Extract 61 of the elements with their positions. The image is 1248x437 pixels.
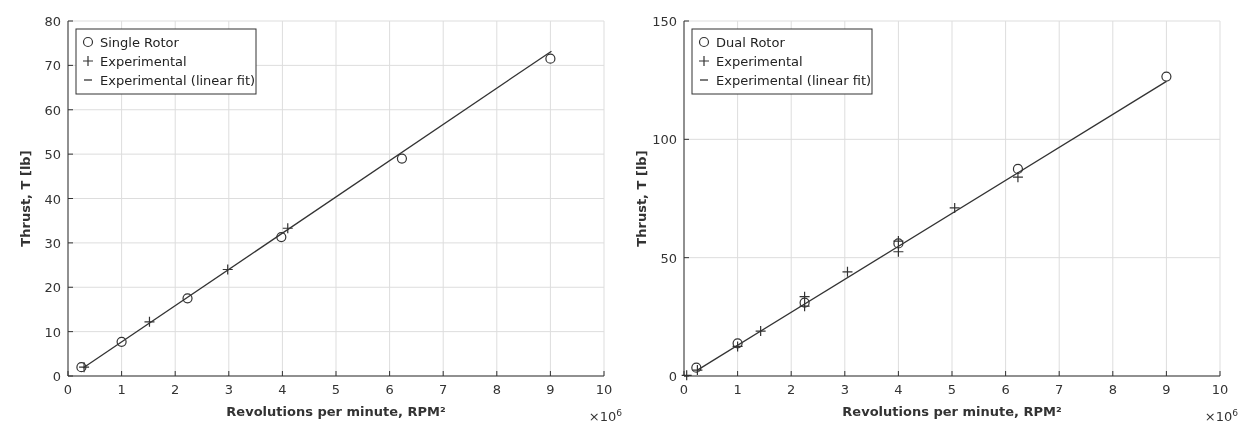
x-tick-label: 4 <box>894 382 903 397</box>
legend-label: Experimental <box>100 54 187 69</box>
point <box>1012 171 1024 183</box>
point <box>892 246 904 258</box>
x-tick-label: 0 <box>679 382 689 397</box>
point <box>755 325 767 337</box>
point <box>1161 71 1172 82</box>
point <box>841 266 854 278</box>
y-tick-label: 80 <box>44 14 61 29</box>
point <box>799 300 811 312</box>
x-tick-label: 7 <box>439 382 448 397</box>
y-axis-title: Thrust, T [lb] <box>634 150 649 247</box>
y-tick-label: 20 <box>44 280 61 296</box>
point <box>143 316 156 328</box>
legend-label: Dual Rotor <box>716 35 786 50</box>
x-tick-label: 3 <box>840 382 849 397</box>
y-tick-label: 60 <box>44 102 61 118</box>
point <box>732 340 744 353</box>
x-tick-label: 1 <box>117 382 126 397</box>
point <box>396 153 408 164</box>
point <box>222 263 234 276</box>
y-tick-label: 30 <box>44 235 61 251</box>
x-tick-label: 8 <box>492 382 501 397</box>
y-tick-label: 0 <box>668 369 677 384</box>
x-tick-label: 6 <box>1001 382 1010 397</box>
x-tick-label: 10 <box>1211 382 1229 397</box>
y-axis-title: Thrust, T [lb] <box>18 150 33 247</box>
text: ×10$^{6}$ <box>588 408 623 424</box>
point <box>949 202 961 214</box>
legend-label: Experimental (linear fit) <box>100 73 256 88</box>
x-tick-label: 5 <box>947 382 957 397</box>
x-tick-label: 1 <box>733 382 742 397</box>
legend-label: Experimental <box>716 54 803 69</box>
y-tick-label: 70 <box>44 58 61 74</box>
x-axis-title: Revolutions per minute, RPM² <box>842 404 1062 419</box>
y-tick-label: 100 <box>652 132 677 148</box>
legend-label: Experimental (linear fit) <box>716 73 872 88</box>
x-tick-label: 2 <box>787 382 796 397</box>
x-tick-label: 9 <box>1162 382 1171 397</box>
point <box>799 291 811 303</box>
legend-label: Single Rotor <box>100 35 180 50</box>
x-tick-label: 9 <box>546 382 555 397</box>
point <box>282 222 294 234</box>
x-tick-label: 10 <box>595 382 613 397</box>
y-tick-label: 40 <box>44 191 61 207</box>
x-tick-label: 6 <box>385 382 394 397</box>
y-tick-label: 150 <box>652 14 677 29</box>
x-tick-label: 4 <box>278 382 287 397</box>
y-tick-label: 50 <box>44 147 61 163</box>
x-tick-label: 8 <box>1108 382 1117 397</box>
x-tick-label: 2 <box>171 382 180 397</box>
text: ×10$^{6}$ <box>1204 408 1239 424</box>
y-tick-label: 0 <box>52 369 61 384</box>
y-tick-label: 10 <box>44 324 61 340</box>
point <box>545 53 556 64</box>
x-axis-title: Revolutions per minute, RPM² <box>226 404 446 419</box>
x-tick-label: 3 <box>224 382 233 397</box>
y-tick-label: 50 <box>660 250 677 266</box>
x-tick-label: 7 <box>1055 382 1064 397</box>
x-tick-label: 5 <box>331 382 341 397</box>
x-tick-label: 0 <box>63 382 73 397</box>
